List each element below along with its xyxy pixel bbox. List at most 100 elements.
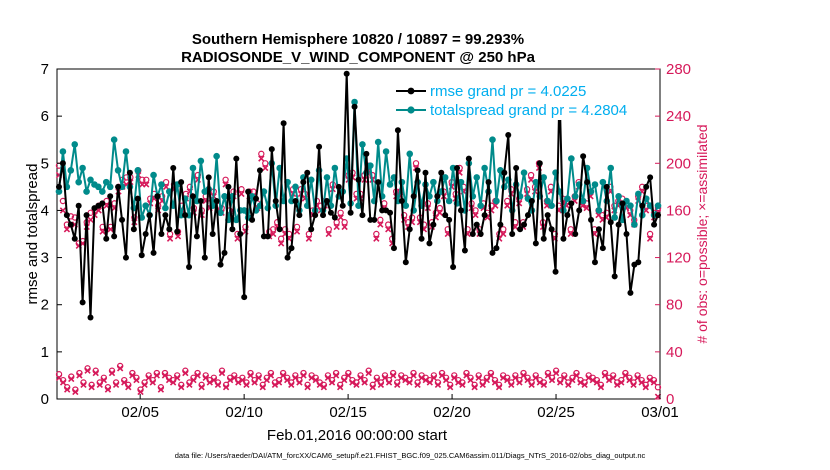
obs-assimilated-marker xyxy=(145,374,152,381)
y-right-tick-label: 200 xyxy=(666,155,691,172)
totalspread-point xyxy=(571,192,579,200)
rmse-point xyxy=(461,247,468,254)
obs-assimilated-marker xyxy=(121,379,128,386)
rmse-point xyxy=(398,198,405,204)
obs-assimilated-marker xyxy=(190,376,197,384)
rmse-point xyxy=(591,259,598,266)
obs-assimilated-marker xyxy=(495,384,503,391)
rmse-point xyxy=(473,221,480,228)
rmse-point xyxy=(233,155,240,162)
rmse-point xyxy=(205,174,212,181)
obs-assimilated-marker xyxy=(259,384,266,391)
obs-assimilated-marker xyxy=(601,372,609,379)
obs-assimilated-marker xyxy=(341,223,348,231)
rmse-point xyxy=(635,259,642,266)
rmse-point xyxy=(268,146,275,153)
obs-possible-marker xyxy=(504,197,511,205)
totalspread-point xyxy=(233,216,240,224)
rmse-point xyxy=(331,214,338,221)
totalspread-point xyxy=(477,202,484,210)
obs-assimilated-marker xyxy=(622,372,629,379)
rmse-point xyxy=(272,198,279,204)
obs-assimilated-marker xyxy=(279,372,287,379)
obs-assimilated-marker xyxy=(59,379,67,386)
obs-assimilated-marker xyxy=(353,381,360,389)
obs-assimilated-marker xyxy=(528,381,535,389)
obs-assimilated-marker xyxy=(548,376,556,384)
obs-assimilated-marker xyxy=(271,381,279,389)
obs-assimilated-marker xyxy=(76,372,83,379)
totalspread-point xyxy=(591,181,599,188)
obs-assimilated-marker xyxy=(325,230,332,238)
rmse-point xyxy=(438,169,445,176)
rmse-point xyxy=(296,212,303,219)
obs-assimilated-marker xyxy=(186,381,193,389)
obs-assimilated-marker xyxy=(178,384,185,391)
obs-assimilated-marker xyxy=(618,379,625,386)
rmse-point xyxy=(229,226,236,233)
y-right-tick-label: 80 xyxy=(666,297,683,314)
totalspread-point xyxy=(79,164,86,172)
y-right-tick-label: 40 xyxy=(666,344,683,361)
obs-assimilated-marker xyxy=(80,381,87,389)
rmse-point xyxy=(576,207,583,214)
obs-assimilated-marker xyxy=(157,386,165,393)
obs-assimilated-marker xyxy=(296,379,303,386)
obs-assimilated-marker xyxy=(394,381,401,389)
rmse-point xyxy=(150,249,157,256)
obs-assimilated-marker xyxy=(234,235,241,242)
obs-assimilated-marker xyxy=(605,376,613,384)
totalspread-point xyxy=(544,197,551,205)
rmse-point xyxy=(119,216,126,223)
rmse-point xyxy=(87,314,94,321)
obs-assimilated-marker xyxy=(540,381,548,389)
obs-assimilated-marker xyxy=(284,376,291,384)
obs-assimilated-marker xyxy=(328,379,336,386)
rmse-point xyxy=(580,153,587,160)
obs-assimilated-marker xyxy=(520,372,527,379)
rmse-point xyxy=(312,212,319,219)
obs-assimilated-marker xyxy=(112,381,120,389)
rmse-point xyxy=(75,202,82,209)
rmse-point xyxy=(513,165,520,171)
obs-assimilated-marker xyxy=(626,376,633,384)
obs-assimilated-marker xyxy=(585,374,592,381)
rmse-point xyxy=(588,216,595,223)
totalspread-point xyxy=(595,207,603,214)
obs-assimilated-marker xyxy=(377,381,385,389)
obs-assimilated-marker xyxy=(125,384,132,391)
rmse-point xyxy=(560,235,567,242)
obs-assimilated-marker xyxy=(235,379,242,386)
legend-label-spread: totalspread grand pr = 4.2804 xyxy=(430,102,627,119)
obs-assimilated-marker xyxy=(597,384,605,391)
obs-assimilated-marker xyxy=(202,374,209,381)
rmse-point xyxy=(363,150,370,157)
y-right-tick-label: 120 xyxy=(666,250,691,267)
obs-assimilated-marker xyxy=(516,379,523,386)
rmse-point xyxy=(154,193,161,200)
rmse-point xyxy=(394,127,401,134)
obs-assimilated-marker xyxy=(288,381,295,389)
rmse-point xyxy=(611,273,618,280)
rmse-point xyxy=(67,221,74,228)
obs-assimilated-marker xyxy=(589,376,596,384)
obs-assimilated-marker xyxy=(459,381,466,389)
rmse-point xyxy=(245,188,252,195)
totalspread-point xyxy=(402,202,410,210)
obs-assimilated-marker xyxy=(182,369,189,377)
rmse-point xyxy=(434,193,441,200)
obs-assimilated-marker xyxy=(642,384,649,391)
rmse-point xyxy=(146,212,153,219)
rmse-point xyxy=(308,226,315,233)
totalspread-point xyxy=(122,148,130,155)
obs-assimilated-marker xyxy=(381,374,389,381)
totalspread-point xyxy=(564,195,571,202)
obs-assimilated-marker xyxy=(210,376,218,384)
rmse-point xyxy=(564,212,571,219)
rmse-point xyxy=(651,221,658,228)
obs-assimilated-marker xyxy=(442,376,450,384)
obs-assimilated-marker xyxy=(133,376,140,384)
obs-assimilated-marker xyxy=(512,374,519,381)
totalspread-point xyxy=(520,169,528,177)
totalspread-point xyxy=(292,183,299,191)
